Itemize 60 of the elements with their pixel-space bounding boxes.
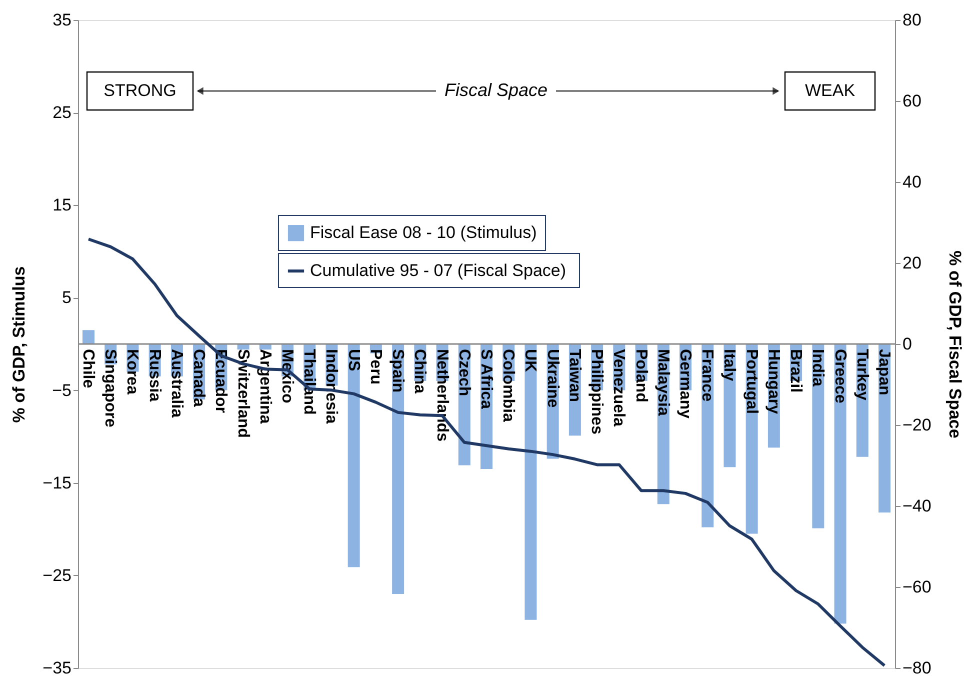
x-tick-label: Brazil <box>787 349 804 393</box>
y2-tick-label: 60 <box>902 92 922 110</box>
x-tick-label: Colombia <box>500 349 517 422</box>
y2-tick-label: −80 <box>902 658 932 678</box>
x-tick-label: Philippines <box>588 349 606 434</box>
x-tick-label: Portugal <box>742 349 760 414</box>
legend-label: Fiscal Ease 08 - 10 (Stimulus) <box>310 223 537 242</box>
annotation: WEAK <box>804 81 856 100</box>
y-tick-label: −25 <box>42 566 72 585</box>
x-tick-label: US <box>344 349 362 372</box>
y-tick-label: 15 <box>52 196 72 215</box>
x-tick-label: Australia <box>168 349 185 418</box>
x-tick-label: Netherlands <box>433 349 450 442</box>
x-tick-label: Malaysia <box>654 349 672 416</box>
x-tick-label: Canada <box>190 349 208 407</box>
y2-tick-label: 0 <box>902 334 912 354</box>
y2-axis-title: % of GDP, Fiscal Space <box>945 250 964 438</box>
x-tick-label: Spain <box>389 349 406 393</box>
x-tick-label: Japan <box>875 349 892 396</box>
x-tick-label: S Africa <box>478 349 494 409</box>
x-tick-label: Greece <box>831 349 848 404</box>
x-tick-label: Ukraine <box>544 349 561 408</box>
x-tick-label: Chile <box>80 349 97 388</box>
x-tick-label: France <box>698 349 716 402</box>
x-tick-label: Thailand <box>300 349 318 415</box>
y-tick-label: −15 <box>42 473 72 492</box>
y-tick-label: −5 <box>52 380 72 400</box>
x-tick-label: UK <box>522 349 539 373</box>
annotation: Fiscal Space <box>444 80 548 100</box>
x-tick-label: Korea <box>124 349 141 394</box>
x-tick-label: Mexico <box>278 349 296 404</box>
x-tick-label: Venezuela <box>610 349 628 426</box>
y2-tick-label: 40 <box>902 172 922 192</box>
x-tick-label: Argentina <box>256 349 274 424</box>
x-tick-label: Germany <box>676 349 694 418</box>
y-tick-label: 25 <box>52 103 72 122</box>
y-tick-label: 5 <box>62 288 72 308</box>
y2-tick-label: −40 <box>902 496 932 516</box>
x-tick-label: Czech <box>455 349 472 396</box>
x-tick-label: India <box>809 349 826 386</box>
y2-tick-label: 20 <box>902 254 922 272</box>
x-tick-label: Russia <box>146 349 163 402</box>
legend-label: Cumulative 95 - 07 (Fiscal Space) <box>310 261 566 280</box>
y-axis-title: % of GDP, Stimulus <box>10 266 29 423</box>
x-tick-label: Singapore <box>102 349 119 428</box>
y2-tick-label: 80 <box>902 10 922 30</box>
x-tick-label: Switzerland <box>234 349 252 438</box>
y2-tick-label: −60 <box>902 578 932 596</box>
annotation: STRONG <box>104 81 176 100</box>
x-tick-label: China <box>411 349 428 394</box>
y-tick-label: −35 <box>42 658 72 678</box>
x-tick-label: Italy <box>720 349 738 382</box>
x-tick-label: Hungary <box>764 349 782 414</box>
x-tick-label: Poland <box>632 349 650 402</box>
y-tick-label: 35 <box>52 10 72 30</box>
y2-tick-label: −20 <box>902 416 932 434</box>
x-tick-label: Peru <box>366 349 384 385</box>
x-tick-label: Taiwan <box>566 349 583 402</box>
x-tick-label: Turkey <box>853 349 870 400</box>
x-tick-label: Indonesia <box>322 349 340 424</box>
